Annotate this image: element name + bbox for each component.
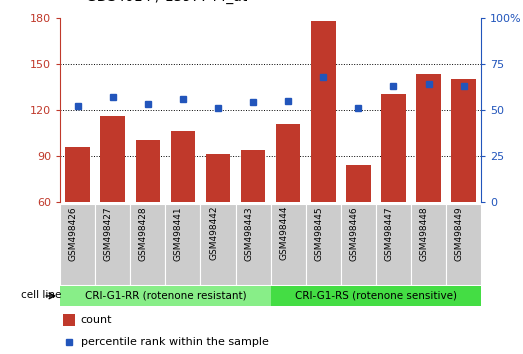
Text: GSM498447: GSM498447 (384, 206, 393, 261)
Text: GDS4014 / 1397744_at: GDS4014 / 1397744_at (86, 0, 248, 4)
Bar (271, 204, 306, 285)
Text: GSM498443: GSM498443 (244, 206, 253, 261)
Bar (411, 204, 446, 285)
Bar (416, 74, 441, 202)
Bar (311, 21, 336, 202)
Bar (241, 150, 265, 202)
Bar (306, 204, 341, 285)
Text: GSM498448: GSM498448 (419, 206, 428, 261)
Bar (165, 204, 200, 285)
Bar (60, 286, 271, 306)
Text: GSM498445: GSM498445 (314, 206, 323, 261)
Bar (341, 204, 376, 285)
Text: GSM498446: GSM498446 (349, 206, 358, 261)
Bar (130, 204, 165, 285)
Text: GSM498427: GSM498427 (104, 206, 113, 261)
Bar (276, 124, 301, 202)
Bar (381, 95, 406, 202)
Text: CRI-G1-RR (rotenone resistant): CRI-G1-RR (rotenone resistant) (85, 291, 246, 301)
Bar (451, 79, 476, 202)
Bar (170, 131, 195, 202)
Text: percentile rank within the sample: percentile rank within the sample (81, 337, 269, 347)
Bar (446, 204, 481, 285)
Bar (346, 165, 371, 202)
Bar (100, 116, 125, 202)
Bar (63, 314, 75, 326)
Bar (200, 204, 235, 285)
Text: GSM498444: GSM498444 (279, 206, 288, 261)
Bar (60, 204, 95, 285)
Text: cell line: cell line (21, 290, 61, 300)
Text: CRI-G1-RS (rotenone sensitive): CRI-G1-RS (rotenone sensitive) (295, 291, 457, 301)
Text: GSM498428: GSM498428 (139, 206, 148, 261)
Text: count: count (81, 315, 112, 325)
Text: GSM498442: GSM498442 (209, 206, 218, 261)
Text: GSM498441: GSM498441 (174, 206, 183, 261)
Bar (135, 141, 160, 202)
Bar (95, 204, 130, 285)
Bar (206, 154, 230, 202)
Bar (235, 204, 271, 285)
Bar (65, 147, 90, 202)
Bar (271, 286, 481, 306)
Bar (376, 204, 411, 285)
Text: GSM498449: GSM498449 (454, 206, 463, 261)
Text: GSM498426: GSM498426 (69, 206, 78, 261)
